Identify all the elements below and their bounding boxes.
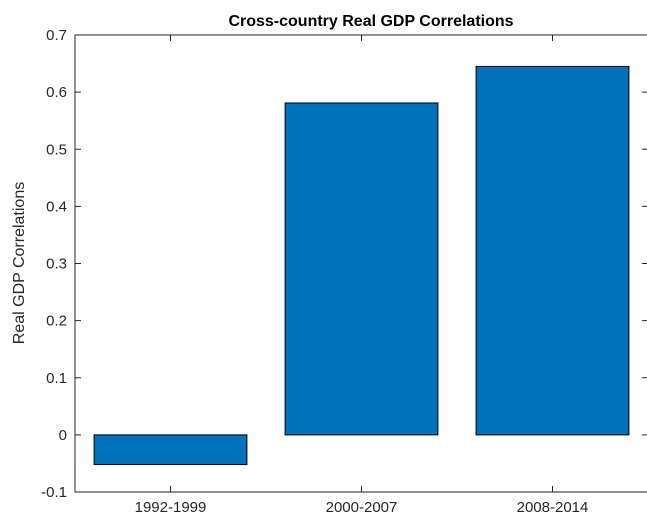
- y-tick-label: 0.4: [46, 198, 67, 215]
- x-tick-label: 2008-2014: [517, 499, 589, 516]
- bar-2000-2007: [284, 102, 439, 436]
- plot-area: -0.1 0 0.1 0.2 0.3 0.4 0.5 0.6 0.7 1992-1999 2000-…: [41, 27, 647, 516]
- y-tick-label: -0.1: [41, 484, 67, 501]
- y-axis-label: Real GDP Correlations: [11, 182, 28, 344]
- x-tick-label: 2000-2007: [326, 499, 398, 516]
- y-tick-label: 0.7: [46, 27, 67, 44]
- chart-title: Cross-country Real GDP Correlations: [228, 13, 513, 30]
- x-tick-label: 1992-1999: [135, 499, 207, 516]
- y-tick-label: 0: [59, 427, 67, 444]
- bar-1992-1999: [93, 434, 248, 466]
- y-tick-label: 0.6: [46, 84, 67, 101]
- y-tick-label: 0.3: [46, 256, 67, 273]
- y-tick-label: 0.2: [46, 313, 67, 330]
- bar-2008-2014: [475, 65, 630, 436]
- y-tick-label: 0.1: [46, 370, 67, 387]
- y-tick-label: 0.5: [46, 141, 67, 158]
